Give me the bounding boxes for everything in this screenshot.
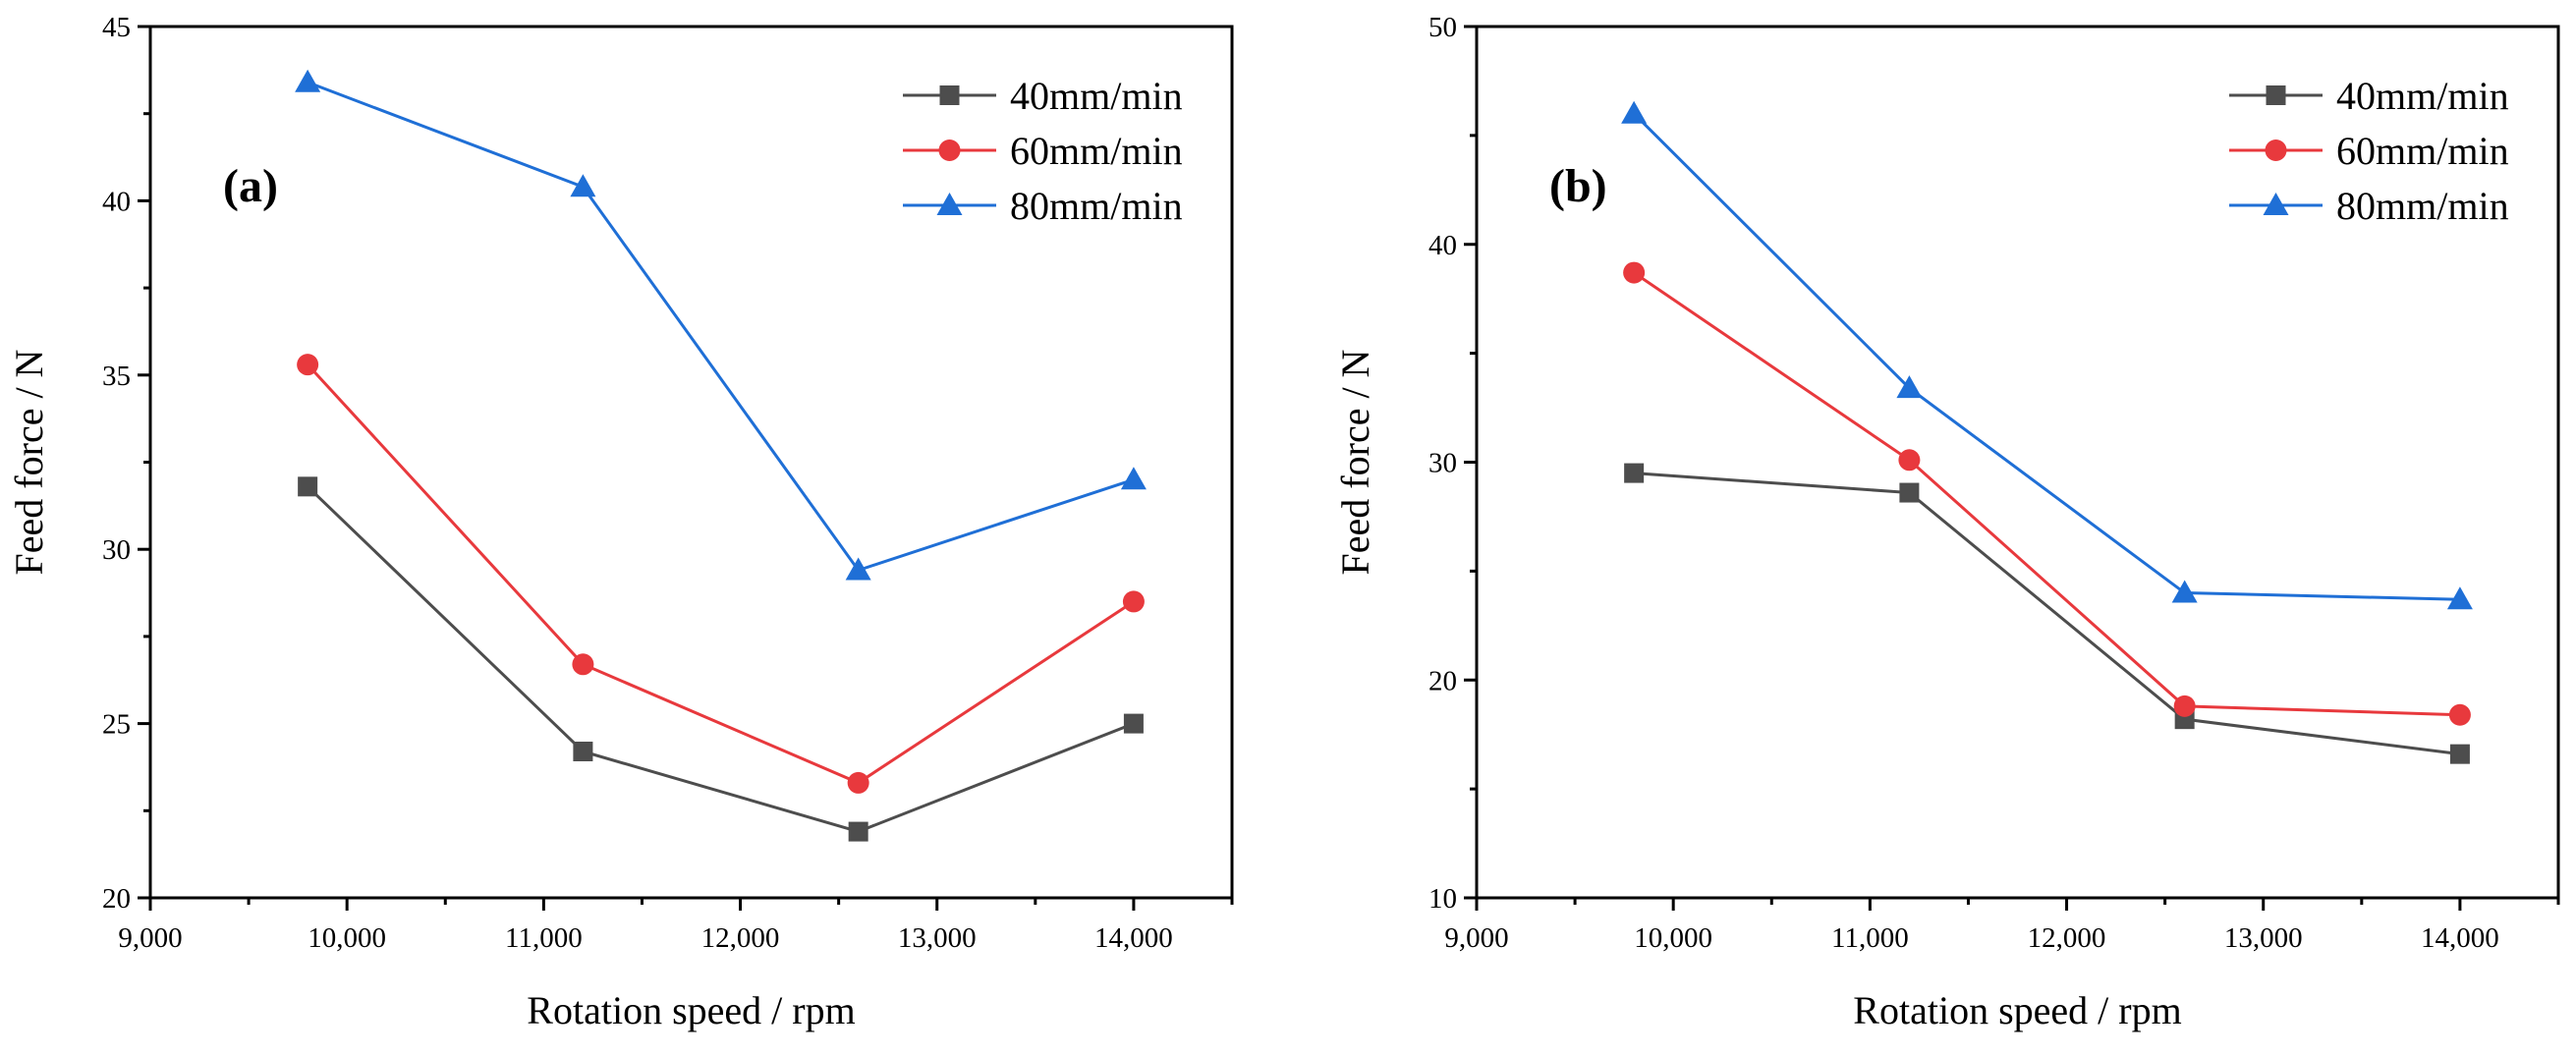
x-tick-label: 14,000 — [2421, 922, 2499, 954]
data-point — [572, 653, 594, 676]
x-tick-label: 11,000 — [505, 922, 583, 954]
legend: 40mm/min 60mm/min 80mm/min — [903, 74, 1183, 228]
legend-label: 80mm/min — [1010, 184, 1183, 228]
y-tick-label: 25 — [102, 709, 131, 741]
data-point — [1899, 482, 1920, 503]
legend-marker — [2266, 85, 2286, 105]
legend-item: 60mm/min — [903, 129, 1183, 173]
legend-label: 60mm/min — [2336, 129, 2509, 173]
legend-marker — [938, 139, 961, 161]
legend-label: 80mm/min — [2336, 184, 2509, 228]
y-tick-label: 30 — [102, 534, 131, 566]
x-axis-title: Rotation speed / rpm — [527, 988, 855, 1032]
data-point — [2171, 580, 2198, 603]
panel-label: (b) — [1549, 160, 1607, 212]
series-line — [1633, 112, 2460, 601]
y-tick-label: 20 — [102, 883, 131, 915]
data-point — [2446, 586, 2473, 610]
data-point — [847, 771, 869, 794]
y-tick-label: 45 — [102, 12, 131, 43]
data-point — [295, 69, 321, 92]
x-axis-title: Rotation speed / rpm — [1853, 988, 2181, 1032]
y-tick-label: 20 — [1428, 665, 1457, 696]
legend-label: 60mm/min — [1010, 129, 1183, 173]
legend-item: 40mm/min — [903, 74, 1183, 118]
data-point — [573, 741, 593, 761]
data-point — [845, 557, 871, 581]
chart-panel-a: 9,000 10,000 11,000 12,000 13,000 14,000 20 25 3… — [7, 12, 1234, 1032]
data-point — [2448, 703, 2471, 726]
series-80mm-min — [1621, 100, 2473, 610]
x-tick-label: 11,000 — [1831, 922, 1909, 954]
data-point — [1896, 375, 1923, 399]
data-point — [1621, 100, 1648, 124]
data-point — [1120, 467, 1147, 490]
series-line — [307, 485, 1135, 834]
x-tick-label: 12,000 — [2028, 922, 2106, 954]
data-point — [848, 821, 868, 842]
legend-item: 80mm/min — [903, 184, 1183, 228]
x-tick-label: 10,000 — [308, 922, 386, 954]
legend-marker — [939, 85, 960, 105]
x-tick-label: 14,000 — [1094, 922, 1173, 954]
legend: 40mm/min 60mm/min 80mm/min — [2229, 74, 2509, 228]
y-axis-title: Feed force / N — [1333, 350, 1377, 576]
data-point — [2173, 695, 2196, 717]
data-point — [297, 354, 319, 376]
x-tick-label: 12,000 — [701, 922, 780, 954]
legend-marker — [2263, 193, 2289, 215]
data-point — [1898, 449, 1921, 472]
series-40mm-min — [1624, 463, 2470, 764]
x-tick-label: 9,000 — [118, 922, 182, 954]
x-tick-label: 9,000 — [1444, 922, 1508, 954]
legend-item: 80mm/min — [2229, 184, 2509, 228]
data-point — [1123, 713, 1144, 734]
legend-marker — [2265, 139, 2287, 161]
legend-label: 40mm/min — [1010, 74, 1183, 118]
series-line — [1634, 472, 2461, 756]
series-80mm-min — [295, 69, 1147, 581]
legend-item: 60mm/min — [2229, 129, 2509, 173]
data-point — [1624, 463, 1645, 483]
data-point — [298, 476, 318, 497]
data-point — [1623, 261, 1646, 284]
y-tick-label: 40 — [1428, 230, 1457, 261]
chart-panel-b: 9,000 10,000 11,000 12,000 13,000 14,000 10 20 3… — [1333, 12, 2560, 1032]
legend-label: 40mm/min — [2336, 74, 2509, 118]
data-point — [570, 174, 596, 197]
series-line — [307, 81, 1135, 573]
series-line — [1633, 271, 2460, 717]
data-point — [1122, 590, 1145, 613]
legend-item: 40mm/min — [2229, 74, 2509, 118]
data-point — [2449, 744, 2470, 764]
y-tick-label: 50 — [1428, 12, 1457, 43]
x-tick-label: 13,000 — [898, 922, 977, 954]
panel-label: (a) — [223, 160, 278, 212]
y-axis-title: Feed force / N — [7, 350, 51, 576]
series-40mm-min — [298, 476, 1144, 842]
x-tick-label: 10,000 — [1634, 922, 1712, 954]
series-60mm-min — [1623, 261, 2471, 726]
y-tick-label: 30 — [1428, 448, 1457, 479]
series-60mm-min — [297, 354, 1145, 794]
x-tick-label: 13,000 — [2224, 922, 2303, 954]
y-tick-label: 40 — [102, 186, 131, 217]
series-line — [307, 363, 1135, 785]
y-tick-label: 10 — [1428, 883, 1457, 915]
y-tick-label: 35 — [102, 361, 131, 392]
legend-marker — [936, 193, 963, 215]
